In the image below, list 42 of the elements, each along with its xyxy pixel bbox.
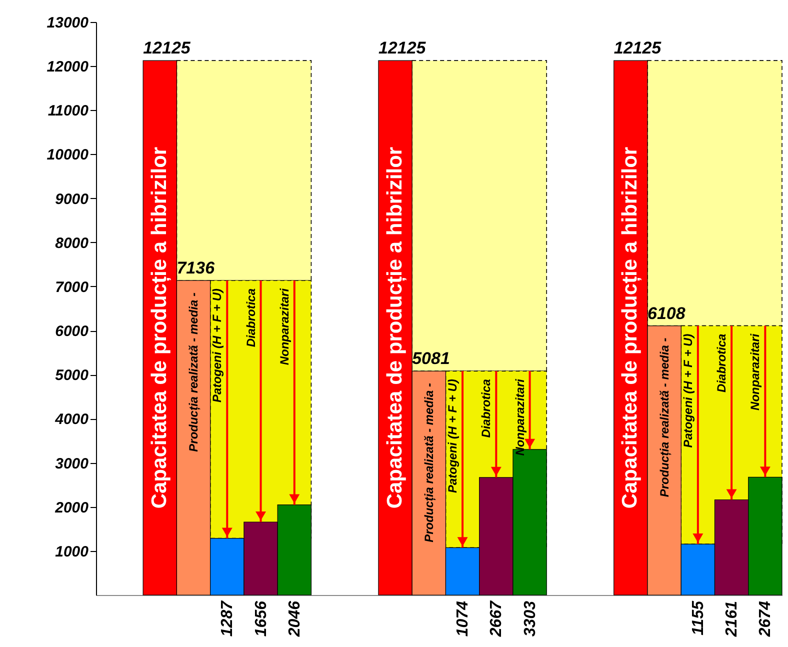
text: Nonparazitari [748,334,762,410]
text: Diabrotica [479,378,494,438]
data-label: 7136 [176,258,216,278]
y-tick-label: 2000 [54,499,90,516]
y-tick-label: 9000 [55,190,90,208]
y-tick-label: 3000 [55,455,90,472]
text: Producția realizată - media - [657,338,672,498]
data-label: 12125 [378,38,426,58]
text: Patogeni (H + F + U) [446,379,460,494]
y-tick-label: 8000 [55,234,90,252]
text: Nonparazitari [277,288,292,366]
text: Diabrotica [244,288,258,348]
data-label: 2674 [757,600,774,638]
series-label: Capacitatea de producție a hibrizilor [618,146,642,509]
data-label: 6108 [647,304,686,323]
text: Capacitatea de producție a hibrizilor [148,146,171,509]
text: Patogeni (H + F + U) [680,334,695,448]
data-label: 1656 [252,600,270,637]
text: Capacitatea de producție a hibrizilor [383,146,406,509]
data-label: 2161 [724,600,741,638]
text: Diabrotica [714,334,729,392]
text: Producția realizată - media - [186,292,201,452]
y-tick-label: 4000 [54,411,90,428]
data-label: 2046 [286,600,304,638]
y-tick-label: 11000 [48,102,90,120]
y-tick-label: 13000 [46,14,90,32]
data-label: 12125 [143,38,191,58]
y-tick-label: 5000 [55,367,90,384]
data-label: 1287 [219,600,236,637]
data-label: 2667 [488,600,506,638]
data-label: 12125 [614,38,662,58]
y-tick-label: 6000 [55,323,90,340]
y-tick-label: 7000 [55,278,90,296]
series-label: Producția realizată - media - [422,383,436,542]
text: Nonparazitari [512,378,527,456]
y-tick-label: 10000 [46,146,90,164]
data-label: 3303 [522,600,539,637]
data-label: 1155 [690,600,707,636]
data-label: 1074 [454,600,472,637]
y-tick-label: 12000 [46,58,90,76]
text: Patogeni (H + F + U) [210,288,224,402]
y-tick-label: 1000 [55,543,90,560]
